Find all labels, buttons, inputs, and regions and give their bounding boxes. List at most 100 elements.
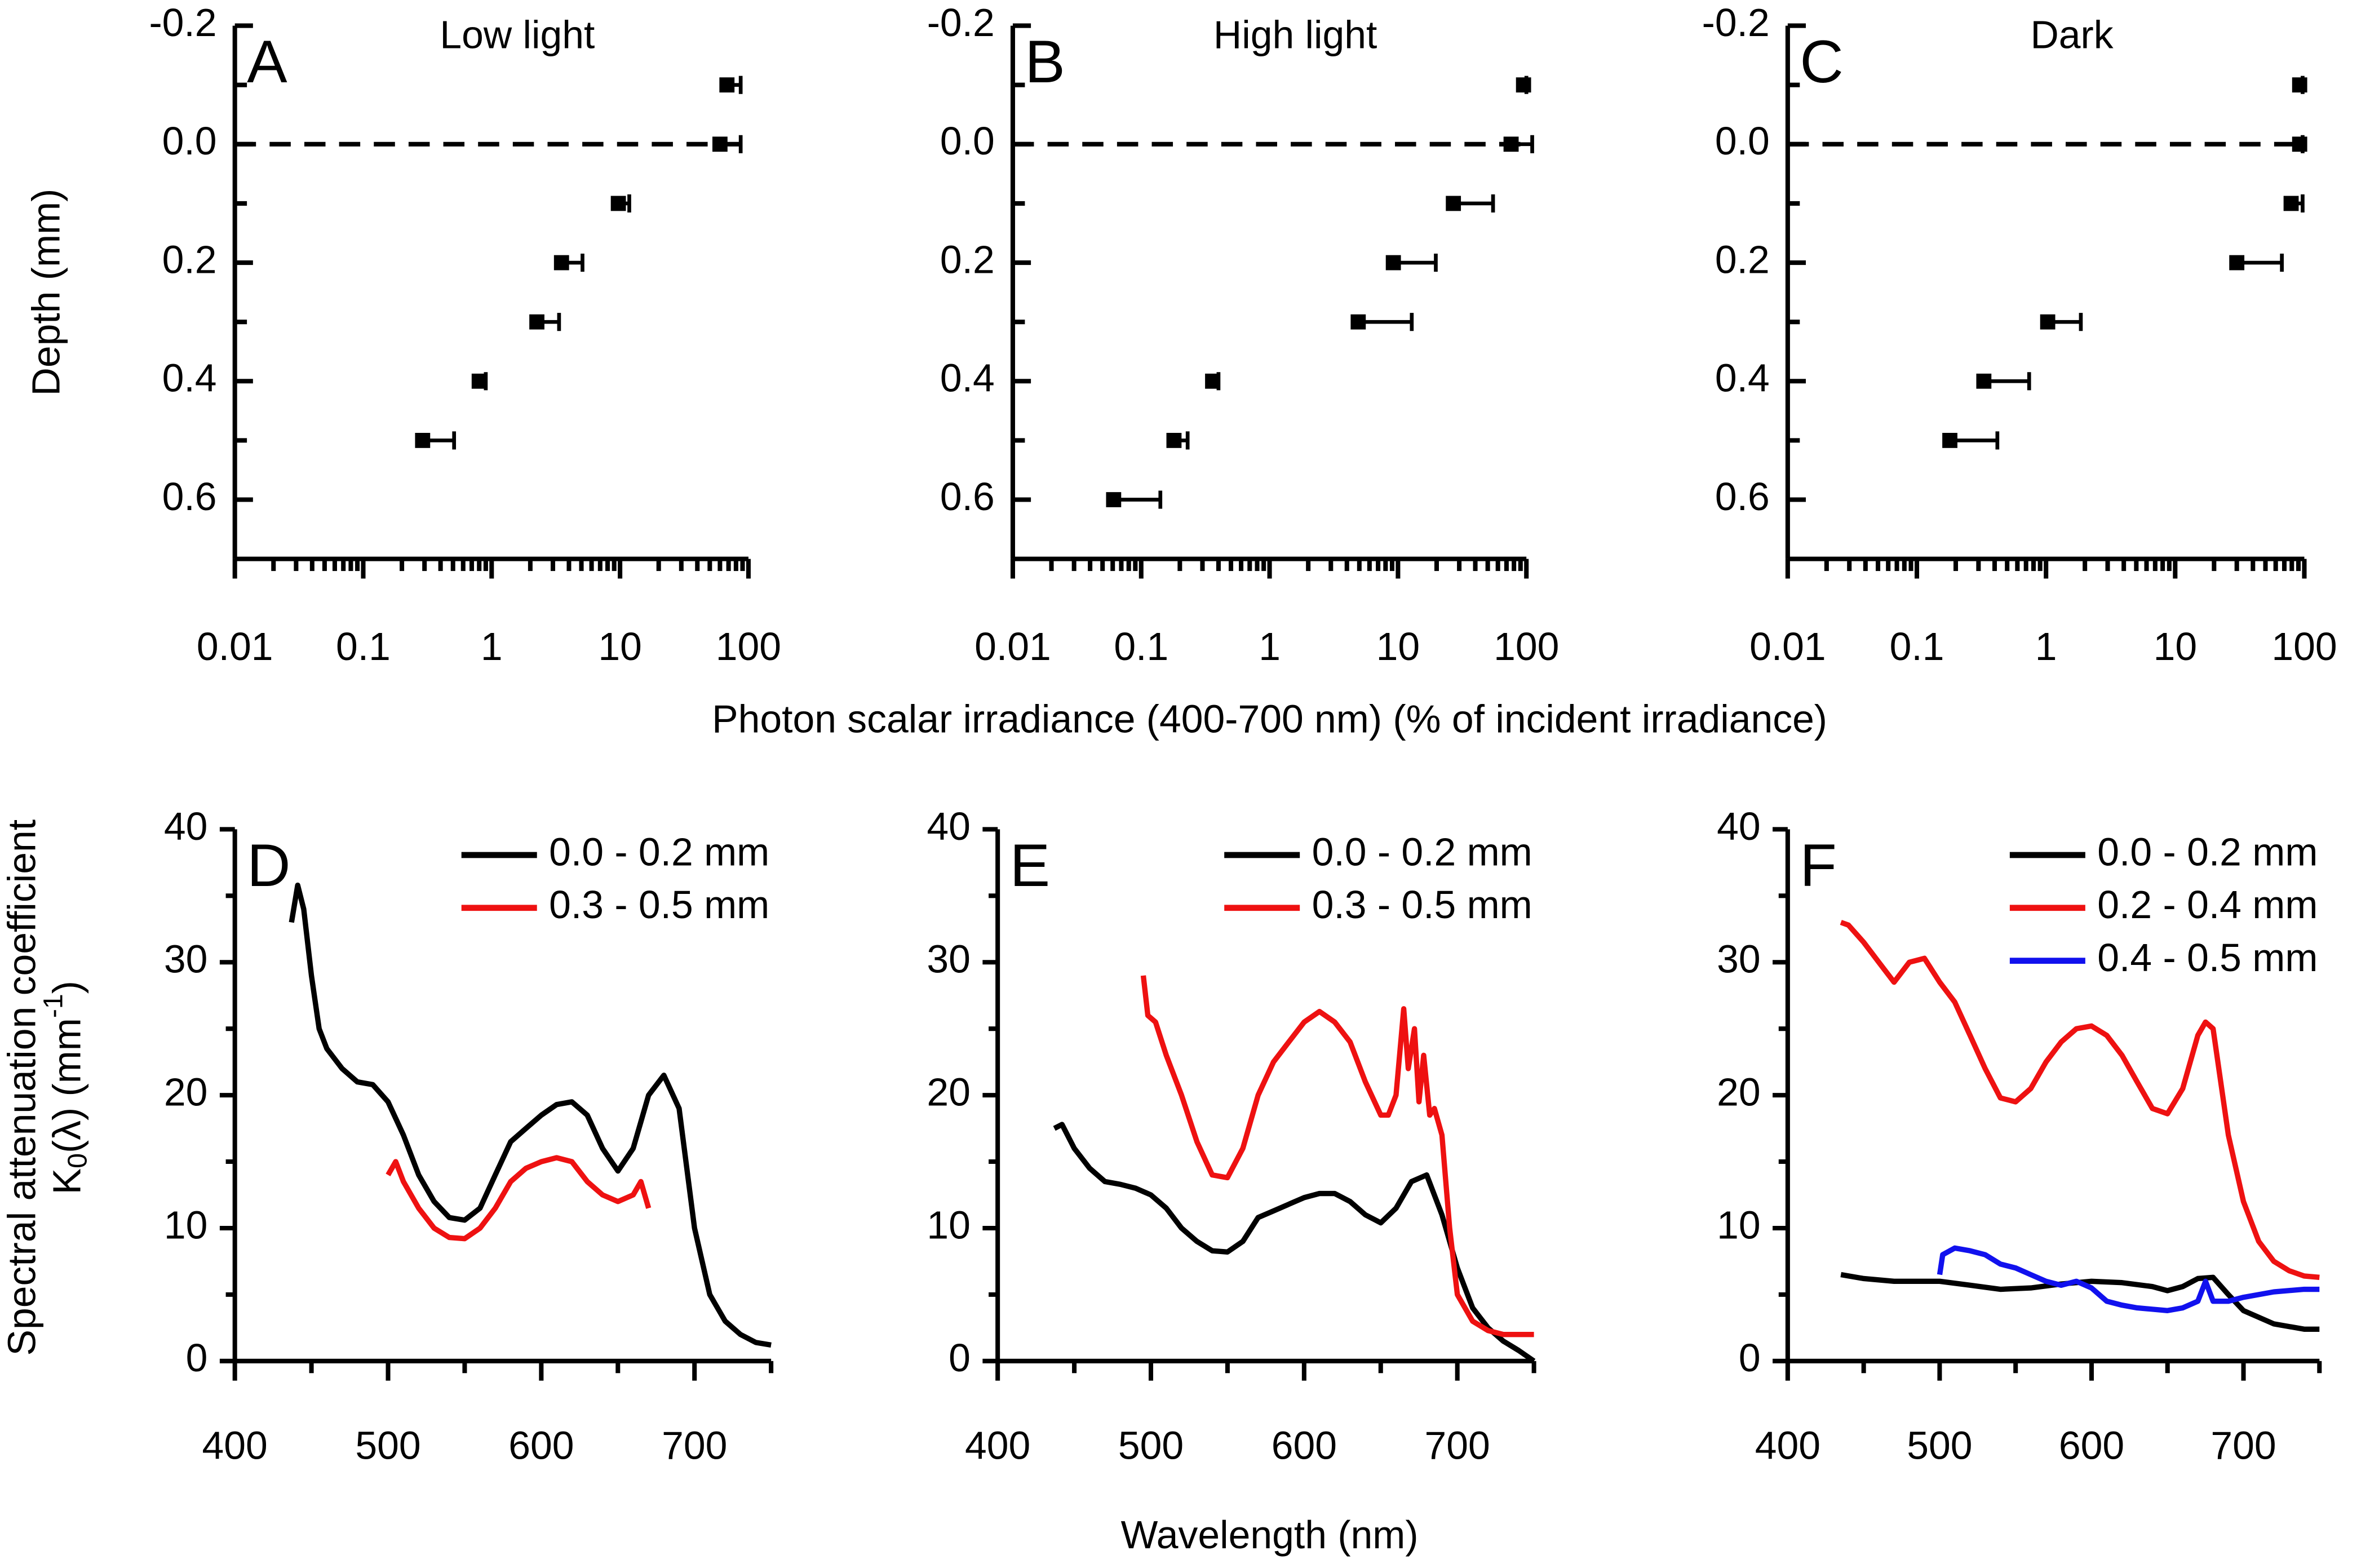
series-line (1840, 1272, 2320, 1332)
x-tick-label: 10 (598, 624, 642, 668)
x-tick-label: 10 (1376, 624, 1420, 668)
x-tick-label: 100 (2271, 624, 2337, 668)
panel-letter: E (1010, 831, 1050, 899)
bottom-y-label-units: K0(λ) (mm-1) (38, 981, 92, 1194)
y-tick-label: 0.4 (940, 356, 995, 400)
panel-title: Dark (2030, 12, 2113, 56)
y-tick-label: 0.2 (940, 237, 995, 281)
x-tick-label: 600 (1272, 1424, 1337, 1468)
data-point (719, 77, 735, 93)
x-tick-label: 600 (508, 1424, 574, 1468)
data-point (471, 373, 487, 389)
y-tick-label: 0.6 (1715, 475, 1770, 519)
data-point (415, 433, 431, 448)
legend-label: 0.3 - 0.5 mm (1312, 883, 1532, 927)
label-part: -1 (38, 994, 68, 1018)
data-point (553, 255, 569, 271)
data-point (1446, 196, 1461, 211)
x-tick-label: 500 (1907, 1424, 1972, 1468)
x-tick-label: 400 (965, 1424, 1030, 1468)
x-tick-label: 700 (662, 1424, 727, 1468)
x-tick-label: 500 (1118, 1424, 1184, 1468)
data-point (712, 136, 728, 152)
y-label: Depth (mm) (24, 189, 68, 396)
legend-label: 0.2 - 0.4 mm (2097, 883, 2318, 927)
label-part: (λ) (mm (45, 1018, 89, 1153)
x-tick-label: 700 (2210, 1424, 2276, 1468)
x-tick-label: 1 (1259, 624, 1281, 668)
y-tick-label: 40 (164, 804, 208, 848)
bottom-x-label: Wavelength (nm) (1121, 1513, 1419, 1557)
x-tick-label: 0.1 (1114, 624, 1168, 668)
y-tick-label: 30 (1717, 937, 1761, 981)
data-point (1942, 433, 1957, 448)
data-point (1106, 492, 1122, 507)
series-line (386, 1155, 652, 1242)
data-point (2292, 77, 2307, 93)
x-tick-label: 400 (1755, 1424, 1820, 1468)
x-tick-label: 100 (716, 624, 781, 668)
x-tick-label: 0.01 (974, 624, 1051, 668)
label-part: 0 (62, 1153, 92, 1168)
data-point (2283, 196, 2299, 211)
data-point (1166, 433, 1182, 448)
y-tick-label: 10 (1717, 1203, 1761, 1247)
x-tick-label: 500 (355, 1424, 420, 1468)
data-point (1205, 373, 1220, 389)
y-tick-label: -0.2 (927, 1, 995, 45)
y-tick-label: 0.4 (162, 356, 217, 400)
y-tick-label: 0.6 (940, 475, 995, 519)
y-tick-label: 20 (164, 1070, 208, 1114)
x-tick-label: 1 (481, 624, 503, 668)
y-tick-label: 0 (186, 1336, 208, 1380)
panel-letter: D (247, 831, 290, 899)
y-tick-label: 40 (927, 804, 971, 848)
x-tick-label: 0.01 (1749, 624, 1826, 668)
y-tick-label: 0.2 (1715, 237, 1770, 281)
data-point (2040, 314, 2056, 330)
legend-label: 0.0 - 0.2 mm (549, 830, 769, 874)
x-tick-label: 0.1 (336, 624, 391, 668)
y-tick-label: 30 (927, 937, 971, 981)
data-point (1516, 77, 1531, 93)
label-part: ) (45, 981, 89, 994)
x-tick-label: 1 (2035, 624, 2057, 668)
y-tick-label: 0.0 (1715, 119, 1770, 163)
x-tick-label: 0.1 (1890, 624, 1944, 668)
y-tick-label: 20 (1717, 1070, 1761, 1114)
y-tick-label: 40 (1717, 804, 1761, 848)
y-tick-label: 0.0 (162, 119, 217, 163)
x-tick-label: 700 (1425, 1424, 1490, 1468)
top-x-label: Photon scalar irradiance (400-700 nm) (%… (712, 697, 1827, 741)
x-tick-label: 100 (1494, 624, 1559, 668)
legend-label: 0.0 - 0.2 mm (1312, 830, 1532, 874)
series-line (1140, 975, 1534, 1337)
x-tick-label: 0.01 (197, 624, 273, 668)
data-point (1385, 255, 1401, 271)
data-point (529, 314, 544, 330)
data-point (1503, 136, 1519, 152)
panel-letter: F (1800, 831, 1836, 899)
y-tick-label: -0.2 (1702, 1, 1770, 45)
y-tick-label: 10 (927, 1203, 971, 1247)
panel-letter: B (1025, 28, 1065, 95)
legend-label: 0.0 - 0.2 mm (2097, 830, 2318, 874)
x-tick-label: 400 (202, 1424, 268, 1468)
y-tick-label: 0 (949, 1336, 971, 1380)
series-line (289, 882, 772, 1348)
data-point (1976, 373, 1992, 389)
y-tick-label: 0.6 (162, 475, 217, 519)
series-line (1840, 920, 2320, 1281)
data-point (2292, 136, 2307, 152)
x-tick-label: 10 (2154, 624, 2198, 668)
y-tick-label: 0.0 (940, 119, 995, 163)
y-tick-label: -0.2 (149, 1, 216, 45)
series-line (1937, 1245, 2320, 1313)
legend-label: 0.4 - 0.5 mm (2097, 936, 2318, 980)
bottom-y-label: Spectral attenuation coefficient (0, 820, 44, 1356)
x-tick-label: 600 (2059, 1424, 2124, 1468)
panel-letter: C (1800, 28, 1843, 95)
y-tick-label: 0.4 (1715, 356, 1770, 400)
